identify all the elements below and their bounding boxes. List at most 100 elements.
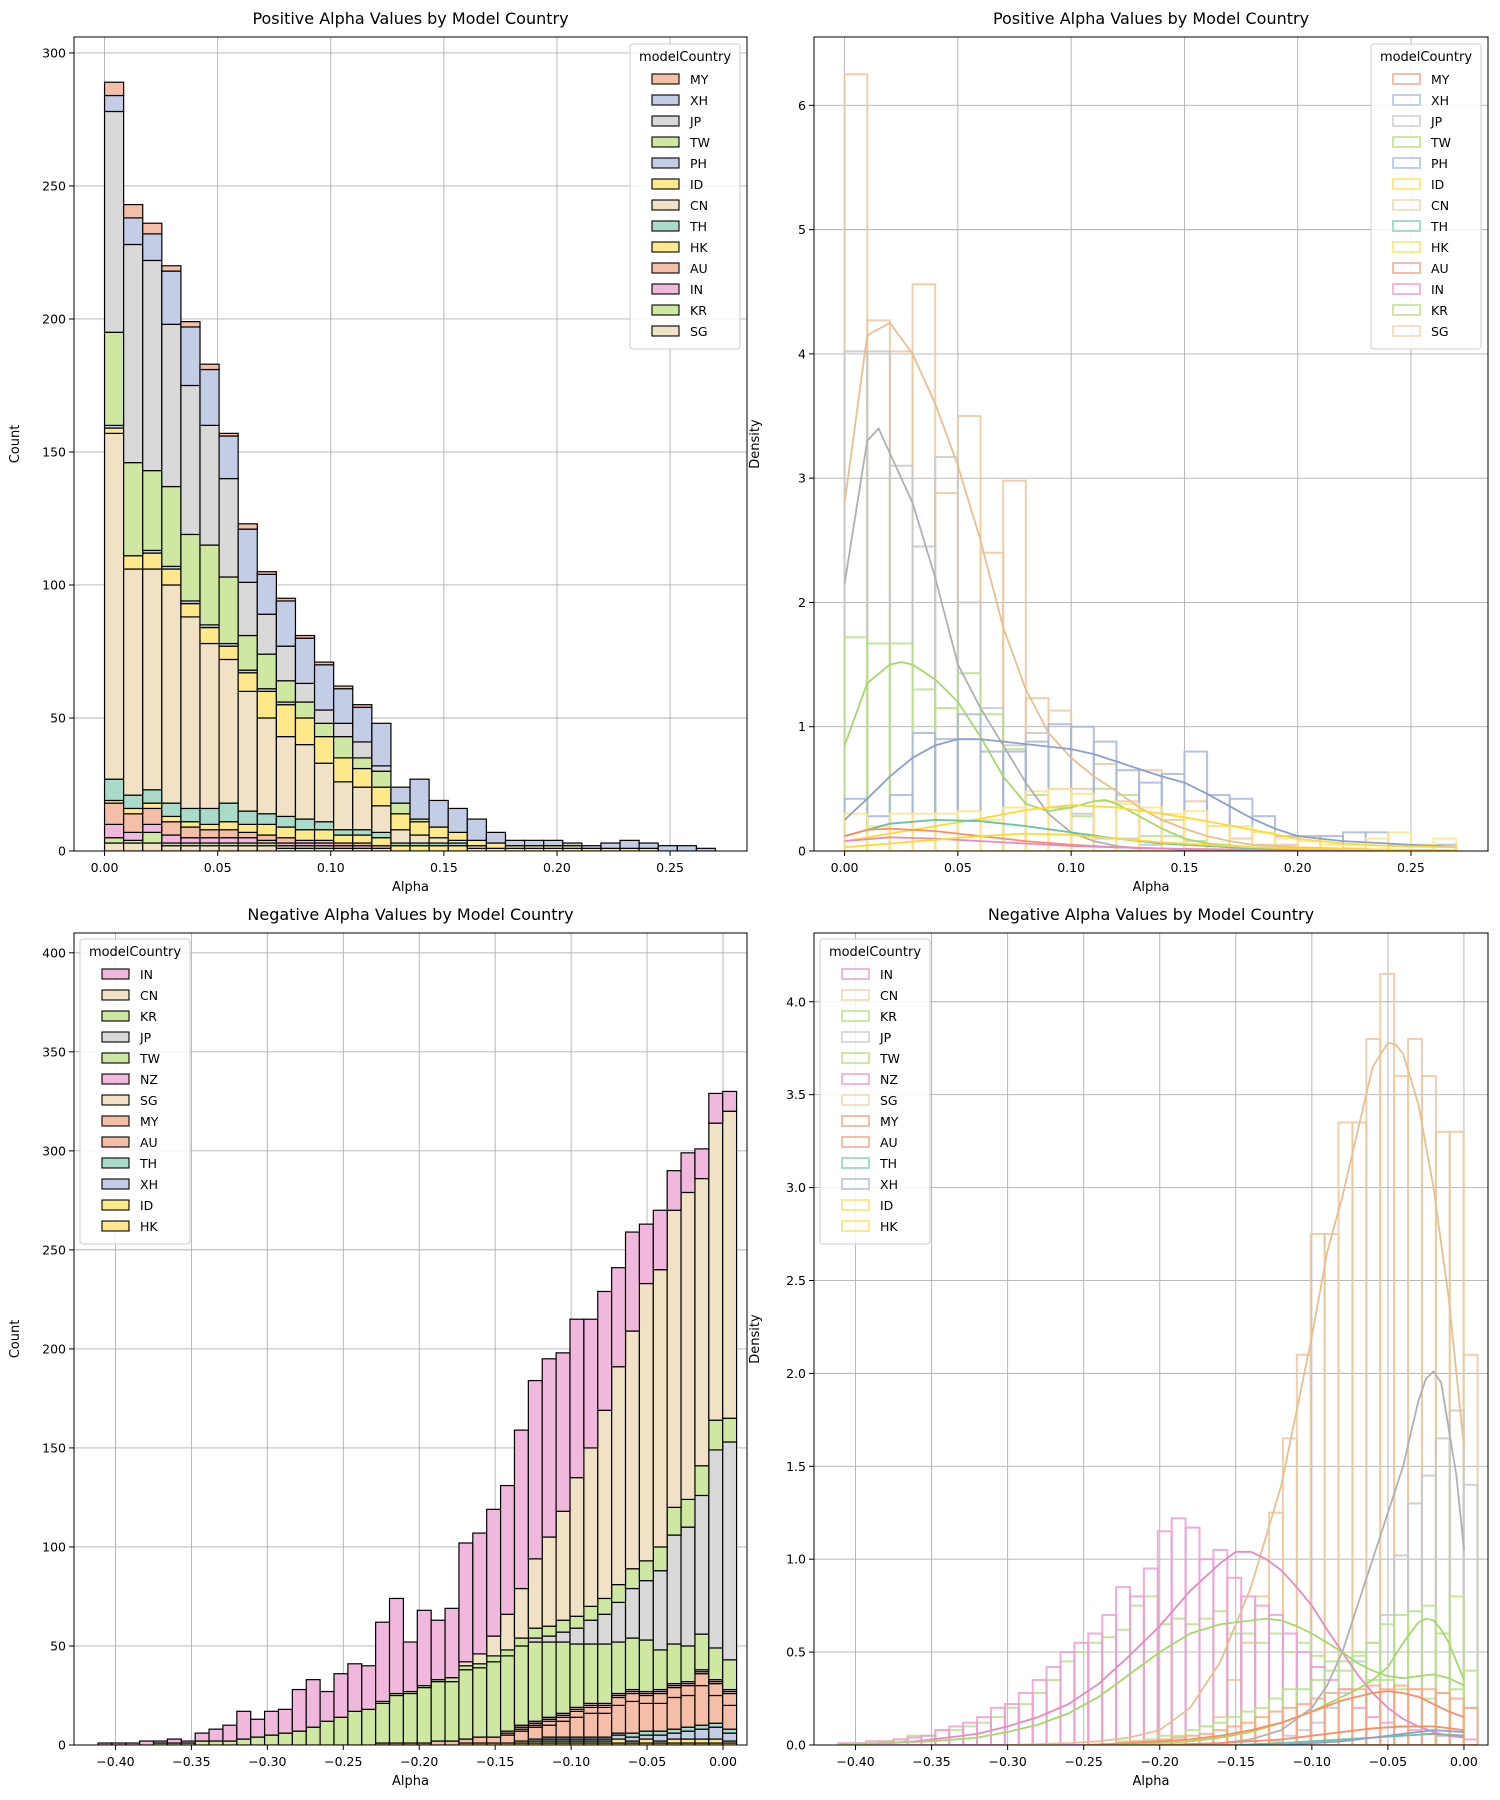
bar-XH xyxy=(256,573,277,615)
bar-HK xyxy=(294,829,316,841)
bar-JP xyxy=(352,741,373,759)
y-tick-label: 0 xyxy=(58,844,66,859)
bar-AU xyxy=(527,1726,543,1740)
kde-line-CN xyxy=(1007,1041,1465,1745)
bar-JP xyxy=(638,1580,654,1641)
bar-CN xyxy=(390,829,411,844)
bar-TH xyxy=(333,829,354,836)
bar-MY xyxy=(256,571,277,575)
bar-TW xyxy=(708,1647,724,1681)
bar-MY xyxy=(611,1696,627,1706)
bar-AU xyxy=(256,834,277,841)
y-tick-label: 350 xyxy=(42,1044,66,1059)
legend-label-KR: KR xyxy=(880,1009,897,1024)
legend-swatch-HK xyxy=(1392,241,1421,253)
x-tick-label: 0.20 xyxy=(1284,860,1312,875)
legend-title: modelCountry xyxy=(829,945,921,960)
legend-label-CN: CN xyxy=(1431,198,1449,213)
bar-IN xyxy=(361,1665,377,1710)
bar-ID xyxy=(333,757,354,783)
bar-XH xyxy=(581,845,602,849)
legend-box xyxy=(629,43,741,350)
y-tick-label: 200 xyxy=(42,311,66,326)
chart-panel-top-right: 0.00 0.05 0.10 0.15 0.20 0.25 0 1 2 3 4 5 6 Positive … xyxy=(748,9,1489,895)
bar-TW xyxy=(319,1720,335,1745)
bar-TW xyxy=(694,1633,710,1671)
bar-IN xyxy=(680,1152,696,1194)
x-tick-label: 0.10 xyxy=(1057,860,1085,875)
legend-swatch-MY xyxy=(101,1115,130,1127)
bar-IN xyxy=(237,837,258,844)
legend-label-AU: AU xyxy=(690,261,708,276)
bar-XH xyxy=(619,839,640,849)
bar-IN xyxy=(199,837,220,844)
legend-label-AU: AU xyxy=(140,1135,158,1150)
bar-KR xyxy=(486,1655,502,1663)
y-axis-label: Density xyxy=(748,1314,763,1364)
plot-area xyxy=(97,1090,738,1745)
x-tick-label: 0.10 xyxy=(317,860,345,875)
bar-XH xyxy=(313,664,335,711)
bar-IN xyxy=(708,1092,724,1124)
bar-KR xyxy=(527,1627,543,1639)
bar-IN xyxy=(458,1542,474,1663)
bar-KR xyxy=(597,1597,613,1615)
series-JP xyxy=(103,110,392,772)
bar-TW xyxy=(472,1667,488,1738)
bar-JP xyxy=(313,709,335,724)
bar-MY xyxy=(569,1710,585,1718)
bar-MY xyxy=(638,1694,654,1705)
bar-ID xyxy=(199,626,220,645)
bar-HK xyxy=(237,823,258,833)
bar-HK xyxy=(180,821,201,828)
legend-label-XH: XH xyxy=(690,93,708,108)
bar-XH xyxy=(680,1730,696,1740)
legend-swatch-PH xyxy=(651,157,680,169)
bar-MY xyxy=(199,363,220,371)
legend-swatch-ID xyxy=(1392,178,1421,190)
bar-HK xyxy=(390,845,411,851)
bar-TH xyxy=(256,813,277,825)
legend-label-SG: SG xyxy=(1431,324,1449,339)
legend-label-HK: HK xyxy=(1431,240,1449,255)
bar-TW xyxy=(218,576,239,645)
legend-swatch-NZ xyxy=(841,1073,870,1085)
bar-XH xyxy=(428,799,449,828)
axes-frame xyxy=(73,932,748,1746)
bar-AU xyxy=(708,1694,724,1724)
legend-swatch-XH xyxy=(101,1178,130,1190)
chart-panel-bottom-left: −0.40 −0.35 −0.30 −0.25 −0.20 −0.15 −0.10 −0.05… xyxy=(8,905,748,1789)
bar-KR xyxy=(680,1498,696,1528)
legend: modelCountry MY XH JP TW PH ID CN TH HK AU IN KR SG xyxy=(1370,43,1482,350)
bar-TW xyxy=(361,1708,377,1745)
bar-IN xyxy=(499,1484,516,1615)
bar-IN xyxy=(402,1641,418,1693)
bar-TW xyxy=(250,1736,266,1745)
bar-KR xyxy=(694,1465,710,1497)
bar-CN xyxy=(275,736,297,818)
series-MY xyxy=(103,81,373,708)
y-tick-label: 6 xyxy=(798,98,806,113)
bar-XH xyxy=(543,839,564,847)
bar-TW xyxy=(256,653,277,690)
bar-KR xyxy=(103,837,125,844)
bar-TW xyxy=(291,1730,307,1745)
bar-IN xyxy=(472,1532,488,1655)
legend-swatch-TW xyxy=(1392,136,1421,148)
series-TW xyxy=(152,1633,738,1745)
legend-swatch-JP xyxy=(841,1031,870,1043)
legend-label-NZ: NZ xyxy=(880,1072,898,1087)
legend-label-XH: XH xyxy=(880,1177,898,1192)
kde-line-IN xyxy=(844,836,1457,851)
legend-swatch-CN xyxy=(841,989,870,1001)
x-tick-label: −0.30 xyxy=(248,1754,286,1769)
bar-JP xyxy=(256,613,277,655)
bar-HK xyxy=(142,802,163,810)
series-ID xyxy=(103,427,659,851)
legend-label-JP: JP xyxy=(689,114,702,129)
bar-AU xyxy=(555,1720,571,1738)
bar-XH xyxy=(562,842,583,847)
legend-label-TW: TW xyxy=(1430,135,1451,150)
bar-XH xyxy=(142,233,163,262)
bar-TW xyxy=(722,1659,738,1691)
